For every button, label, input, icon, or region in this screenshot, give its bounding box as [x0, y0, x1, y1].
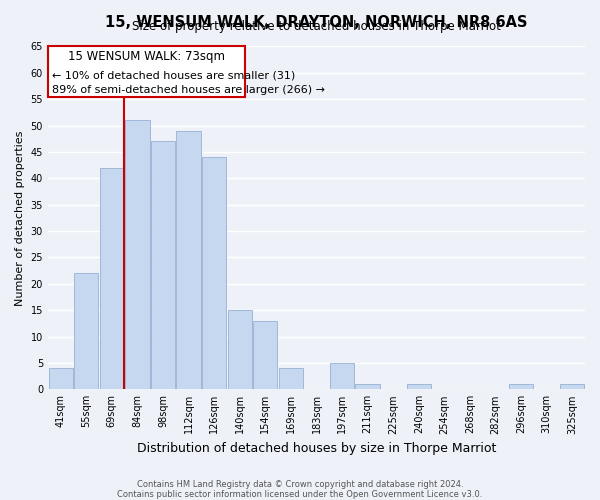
Bar [49, 368, 73, 390]
Bar [509, 384, 533, 390]
Text: Contains public sector information licensed under the Open Government Licence v3: Contains public sector information licen… [118, 490, 482, 499]
Bar [125, 120, 149, 390]
Bar [330, 363, 354, 390]
Bar [74, 274, 98, 390]
Bar [407, 384, 431, 390]
Bar [227, 310, 252, 390]
Bar [176, 131, 201, 390]
Bar [151, 142, 175, 390]
Bar [100, 168, 124, 390]
Text: Contains HM Land Registry data © Crown copyright and database right 2024.: Contains HM Land Registry data © Crown c… [137, 480, 463, 489]
Text: 89% of semi-detached houses are larger (266) →: 89% of semi-detached houses are larger (… [52, 84, 325, 94]
Bar [202, 157, 226, 390]
FancyBboxPatch shape [49, 46, 245, 96]
Bar [355, 384, 380, 390]
Bar [253, 320, 277, 390]
Bar [279, 368, 303, 390]
Text: ← 10% of detached houses are smaller (31): ← 10% of detached houses are smaller (31… [52, 70, 296, 81]
X-axis label: Distribution of detached houses by size in Thorpe Marriot: Distribution of detached houses by size … [137, 442, 496, 455]
Title: 15, WENSUM WALK, DRAYTON, NORWICH, NR8 6AS: 15, WENSUM WALK, DRAYTON, NORWICH, NR8 6… [105, 15, 528, 30]
Bar [560, 384, 584, 390]
Text: 15 WENSUM WALK: 73sqm: 15 WENSUM WALK: 73sqm [68, 50, 225, 64]
Y-axis label: Number of detached properties: Number of detached properties [15, 130, 25, 306]
Text: Size of property relative to detached houses in Thorpe Marriot: Size of property relative to detached ho… [132, 20, 501, 32]
